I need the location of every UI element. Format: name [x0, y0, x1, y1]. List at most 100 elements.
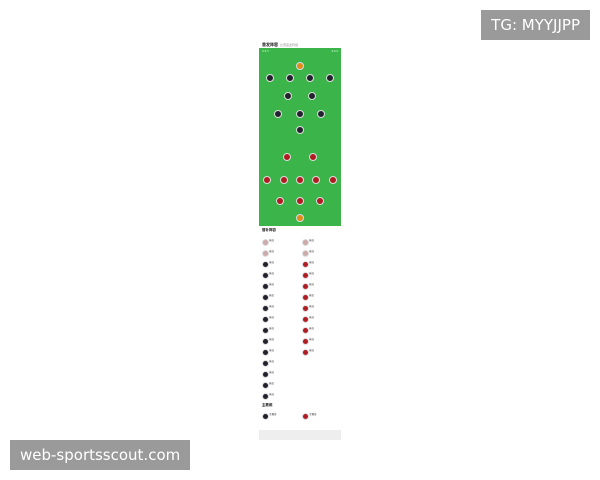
jersey-icon: [263, 176, 271, 184]
bench-player[interactable]: 球员: [302, 293, 340, 302]
bench-player[interactable]: 球员: [262, 304, 300, 313]
avatar: [302, 413, 309, 420]
pitch: 4-3-3 4-3-3: [259, 48, 341, 226]
home-formation: 4-3-3: [262, 50, 269, 53]
player-marker[interactable]: [294, 197, 306, 205]
bench-player[interactable]: 球员: [262, 249, 300, 258]
player-name: 球员: [269, 283, 275, 286]
player-name: 球员: [269, 371, 275, 374]
player-name: 球员: [309, 316, 315, 319]
bench-player[interactable]: 球员: [302, 304, 340, 313]
jersey-icon: [276, 197, 284, 205]
player-marker[interactable]: [307, 153, 319, 161]
jersey-icon: [309, 153, 317, 161]
bench-player[interactable]: 球员: [302, 282, 340, 291]
jersey-icon: [262, 239, 269, 246]
jersey-icon: [302, 272, 309, 279]
player-marker[interactable]: [264, 74, 276, 82]
bench-player[interactable]: 球员: [262, 260, 300, 269]
jersey-icon: [296, 110, 304, 118]
jersey-icon: [266, 74, 274, 82]
jersey-icon: [262, 360, 269, 367]
bench-player[interactable]: 球员: [262, 326, 300, 335]
bench-player[interactable]: 球员: [302, 326, 340, 335]
player-marker[interactable]: [315, 110, 327, 118]
bench-player[interactable]: 球员: [262, 359, 300, 368]
coach[interactable]: 主教练: [262, 412, 300, 421]
jersey-icon: [302, 327, 309, 334]
player-marker[interactable]: [294, 214, 306, 222]
jersey-icon: [296, 197, 304, 205]
player-name: 球员: [269, 272, 275, 275]
bench-player[interactable]: 球员: [262, 370, 300, 379]
player-name: 球员: [309, 294, 315, 297]
jersey-icon: [329, 176, 337, 184]
page-title: 首发阵容 比赛首发阵容: [262, 42, 299, 47]
jersey-icon: [262, 382, 269, 389]
bench-player[interactable]: 球员: [302, 271, 340, 280]
bench-player[interactable]: 球员: [262, 348, 300, 357]
jersey-icon: [326, 74, 334, 82]
coaches-heading: 主教练: [262, 403, 273, 407]
bench-player[interactable]: 球员: [302, 315, 340, 324]
player-marker[interactable]: [294, 110, 306, 118]
player-marker[interactable]: [281, 153, 293, 161]
player-marker[interactable]: [284, 74, 296, 82]
jersey-icon: [262, 294, 269, 301]
bench-player[interactable]: 球员: [302, 238, 340, 247]
bench-player[interactable]: 球员: [262, 315, 300, 324]
jersey-icon: [296, 176, 304, 184]
player-marker[interactable]: [278, 176, 290, 184]
avatar: [262, 413, 269, 420]
jersey-icon: [302, 349, 309, 356]
player-name: 球员: [269, 239, 275, 242]
player-marker[interactable]: [327, 176, 339, 184]
player-name: 球员: [269, 261, 275, 264]
player-name: 球员: [269, 316, 275, 319]
jersey-icon: [296, 62, 304, 70]
player-marker[interactable]: [306, 92, 318, 100]
bench-player[interactable]: 球员: [262, 282, 300, 291]
jersey-icon: [262, 283, 269, 290]
player-marker[interactable]: [304, 74, 316, 82]
player-name: 球员: [269, 393, 275, 396]
player-name: 球员: [309, 272, 315, 275]
bench-player[interactable]: 球员: [302, 348, 340, 357]
player-name: 球员: [269, 382, 275, 385]
bench-player[interactable]: 球员: [262, 238, 300, 247]
player-marker[interactable]: [272, 110, 284, 118]
bench-player[interactable]: 球员: [262, 337, 300, 346]
bench-player[interactable]: 球员: [262, 392, 300, 401]
player-marker[interactable]: [294, 62, 306, 70]
coach[interactable]: 主教练: [302, 412, 340, 421]
jersey-icon: [302, 283, 309, 290]
player-name: 球员: [309, 327, 315, 330]
player-marker[interactable]: [310, 176, 322, 184]
bench-player[interactable]: 球员: [262, 293, 300, 302]
jersey-icon: [262, 327, 269, 334]
bench-player[interactable]: 球员: [302, 260, 340, 269]
player-name: 球员: [269, 349, 275, 352]
bench-player[interactable]: 球员: [262, 381, 300, 390]
player-name: 球员: [269, 327, 275, 330]
player-marker[interactable]: [274, 197, 286, 205]
player-marker[interactable]: [294, 126, 306, 134]
jersey-icon: [296, 214, 304, 222]
player-marker[interactable]: [324, 74, 336, 82]
jersey-icon: [280, 176, 288, 184]
jersey-icon: [302, 239, 309, 246]
player-name: 球员: [269, 294, 275, 297]
player-name: 球员: [309, 250, 315, 253]
jersey-icon: [286, 74, 294, 82]
jersey-icon: [262, 393, 269, 400]
player-marker[interactable]: [294, 176, 306, 184]
bench-player[interactable]: 球员: [302, 249, 340, 258]
player-marker[interactable]: [282, 92, 294, 100]
bench-player[interactable]: 球员: [302, 337, 340, 346]
bench-player[interactable]: 球员: [262, 271, 300, 280]
watermark-top: TG: MYYJJPP: [481, 10, 590, 40]
jersey-icon: [262, 371, 269, 378]
player-marker[interactable]: [314, 197, 326, 205]
player-marker[interactable]: [261, 176, 273, 184]
jersey-icon: [308, 92, 316, 100]
